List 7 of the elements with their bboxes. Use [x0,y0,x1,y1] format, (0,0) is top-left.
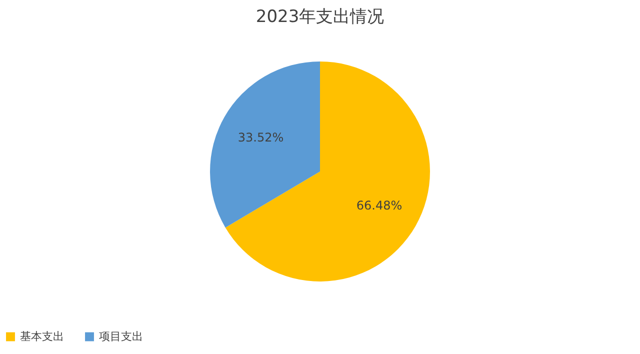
data-label: 33.52% [238,130,284,145]
data-label: 66.48% [356,198,402,212]
chart-title: 2023年支出情况 [256,7,384,27]
pie-slice [225,62,430,282]
legend-label: 基本支出 [20,330,64,343]
pie-slice [210,62,320,228]
legend-label: 项目支出 [99,330,143,343]
